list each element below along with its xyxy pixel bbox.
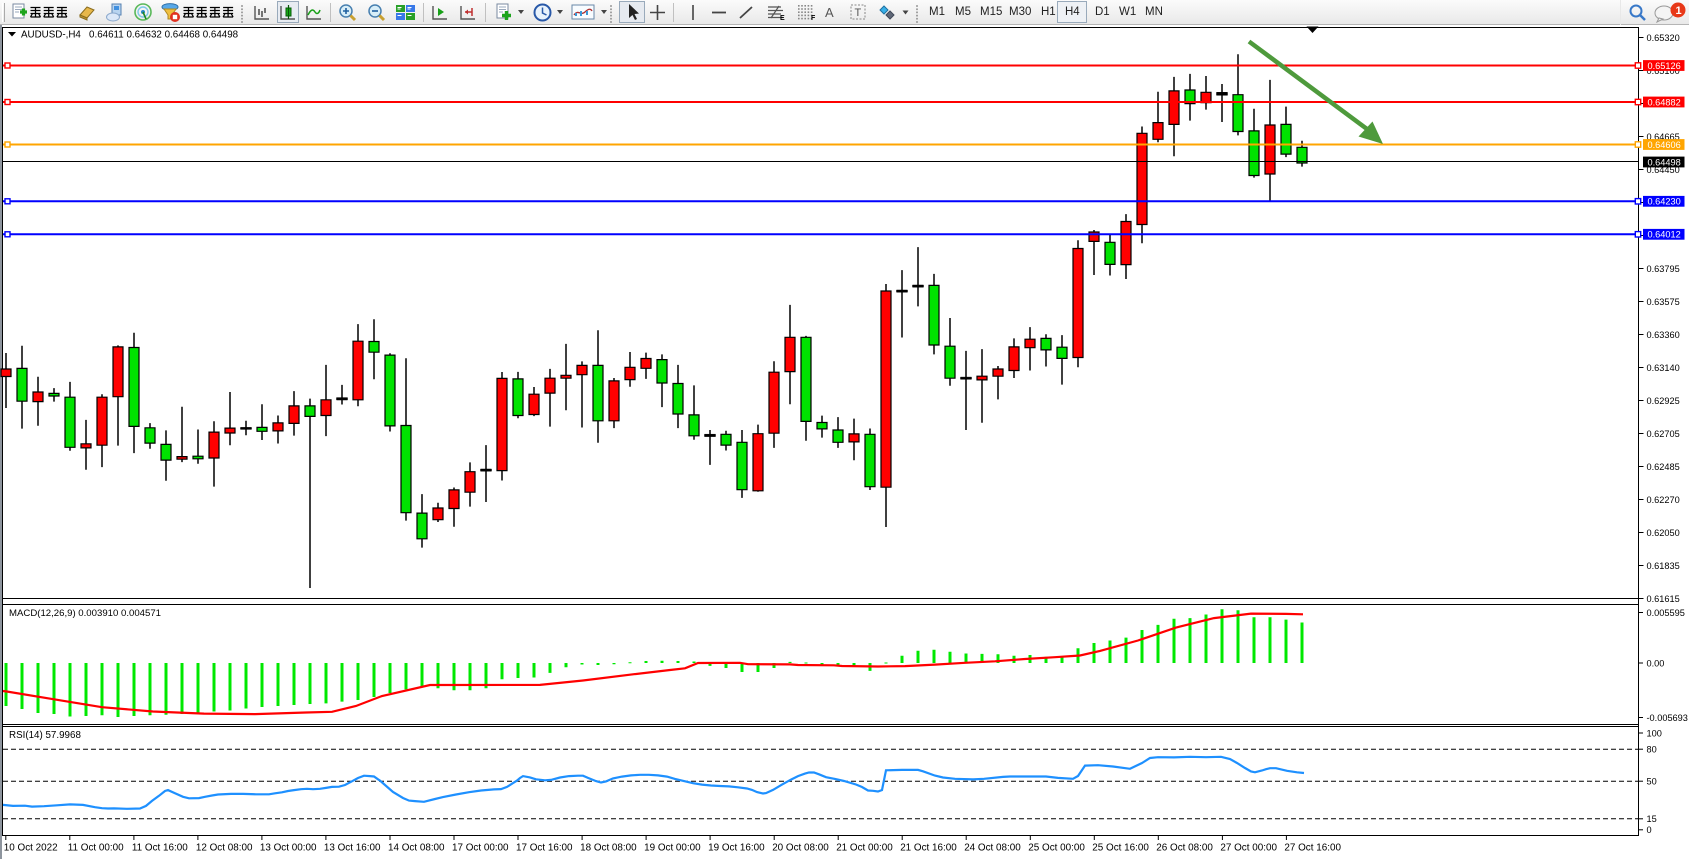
svg-text:0.64230: 0.64230 [1648,197,1681,207]
svg-text:21 Oct 16:00: 21 Oct 16:00 [900,842,957,853]
svg-text:0.63140: 0.63140 [1647,363,1680,373]
svg-text:AUDUSD-,H4 0.64611 0.64632 0: AUDUSD-,H4 0.64611 0.64632 0.64468 0.644… [21,29,239,40]
svg-text:E: E [780,15,785,22]
svg-text:F: F [811,15,816,22]
svg-text:0.61835: 0.61835 [1647,561,1680,571]
svg-text:13 Oct 00:00: 13 Oct 00:00 [260,842,317,853]
svg-text:19 Oct 00:00: 19 Oct 00:00 [644,842,701,853]
svg-text:0.64012: 0.64012 [1648,230,1681,240]
svg-text:27 Oct 00:00: 27 Oct 00:00 [1220,842,1277,853]
svg-text:0.63575: 0.63575 [1647,297,1680,307]
svg-text:0.62270: 0.62270 [1647,495,1680,505]
svg-text:19 Oct 16:00: 19 Oct 16:00 [708,842,765,853]
svg-text:20 Oct 08:00: 20 Oct 08:00 [772,842,829,853]
svg-text:27 Oct 16:00: 27 Oct 16:00 [1284,842,1341,853]
svg-text:24 Oct 08:00: 24 Oct 08:00 [964,842,1021,853]
svg-text:MACD(12,26,9) 0.003910 0.00457: MACD(12,26,9) 0.003910 0.004571 [9,608,161,619]
svg-text:1: 1 [1676,5,1682,17]
svg-text:11 Oct 16:00: 11 Oct 16:00 [132,842,188,853]
svg-text:0.62050: 0.62050 [1647,528,1680,538]
svg-text:0.64606: 0.64606 [1648,140,1681,150]
svg-text:18 Oct 08:00: 18 Oct 08:00 [580,842,637,853]
svg-text:RSI(14) 57.9968: RSI(14) 57.9968 [9,730,81,741]
svg-text:0.00: 0.00 [1647,658,1665,668]
svg-text:0.63360: 0.63360 [1647,330,1680,340]
svg-text:12 Oct 08:00: 12 Oct 08:00 [196,842,253,853]
svg-text:0.64498: 0.64498 [1648,157,1681,167]
svg-text:-0.005693: -0.005693 [1647,713,1688,723]
svg-text:0.62925: 0.62925 [1647,396,1680,406]
svg-text:0.65320: 0.65320 [1647,33,1680,43]
svg-text:T: T [855,7,862,19]
svg-text:14 Oct 08:00: 14 Oct 08:00 [388,842,445,853]
svg-text:0.63795: 0.63795 [1647,264,1680,274]
svg-text:100: 100 [1647,728,1662,738]
svg-text:0.62705: 0.62705 [1647,429,1680,439]
svg-text:0.64665: 0.64665 [1647,132,1680,142]
svg-text:13 Oct 16:00: 13 Oct 16:00 [324,842,381,853]
svg-text:21 Oct 00:00: 21 Oct 00:00 [836,842,893,853]
svg-text:17 Oct 00:00: 17 Oct 00:00 [452,842,509,853]
svg-text:0.65126: 0.65126 [1648,61,1681,71]
svg-text:0: 0 [1647,825,1652,835]
svg-text:10 Oct 2022: 10 Oct 2022 [4,842,58,853]
svg-text:25 Oct 00:00: 25 Oct 00:00 [1028,842,1085,853]
svg-text:25 Oct 16:00: 25 Oct 16:00 [1092,842,1149,853]
svg-text:0.62485: 0.62485 [1647,462,1680,472]
svg-text:17 Oct 16:00: 17 Oct 16:00 [516,842,573,853]
svg-text:15: 15 [1647,814,1657,824]
svg-text:0.64450: 0.64450 [1647,165,1680,175]
svg-text:0.61615: 0.61615 [1647,594,1680,604]
svg-text:50: 50 [1647,777,1657,787]
svg-text:0.64882: 0.64882 [1648,97,1681,107]
svg-text:0.005595: 0.005595 [1647,608,1685,618]
svg-text:26 Oct 08:00: 26 Oct 08:00 [1156,842,1213,853]
svg-text:80: 80 [1647,745,1657,755]
svg-text:11 Oct 00:00: 11 Oct 00:00 [68,842,124,853]
